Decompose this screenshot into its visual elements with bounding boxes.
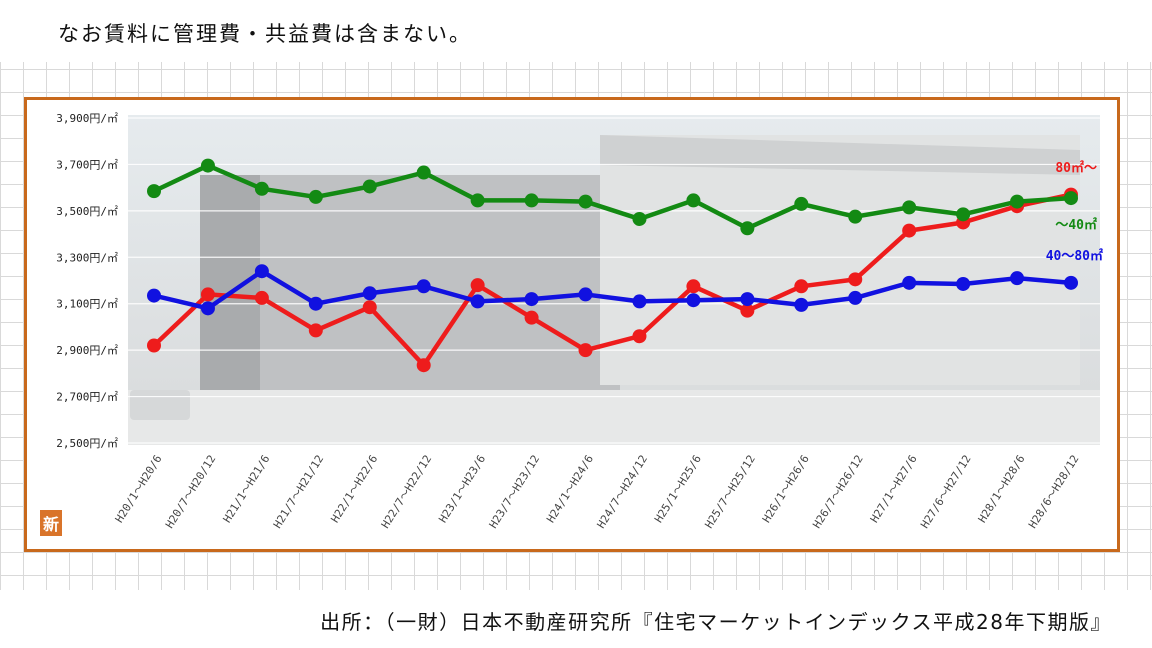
y-tick-label: 3,700円/㎡ (56, 158, 118, 171)
y-tick-label: 3,100円/㎡ (56, 298, 118, 311)
x-tick-label: H23/1～H23/6 (436, 453, 488, 525)
data-point-large (470, 278, 485, 293)
data-point-large (578, 343, 593, 358)
data-point-large (848, 272, 863, 287)
data-point-small (686, 193, 701, 208)
x-tick-label: H26/1～H26/6 (760, 453, 812, 525)
data-point-small (1064, 191, 1078, 206)
x-tick-label: H23/7～H23/12 (487, 453, 542, 531)
y-tick-label: 3,300円/㎡ (56, 251, 118, 264)
data-point-small (470, 193, 485, 208)
data-point-large (740, 303, 755, 318)
data-point-small (147, 184, 161, 199)
data-point-mid (416, 279, 431, 294)
data-point-large (308, 323, 323, 338)
data-point-small (308, 189, 323, 204)
y-axis-ticks: 2,500円/㎡ 2,700円/㎡ 2,900円/㎡ 3,100円/㎡ 3,300円/㎡… (56, 112, 118, 450)
header-band (0, 0, 1152, 62)
data-point-large (632, 329, 647, 344)
data-point-mid (1064, 275, 1078, 290)
series-lines (147, 158, 1078, 373)
new-badge: 新 (40, 510, 62, 536)
data-point-mid (524, 292, 539, 307)
data-point-small (254, 181, 269, 196)
data-point-mid (578, 287, 593, 302)
x-tick-label: H27/1～H27/6 (868, 453, 920, 525)
x-tick-label: H25/7～H25/12 (702, 453, 757, 531)
data-point-small (956, 207, 971, 222)
data-point-small (362, 179, 377, 194)
series-labels: 80㎡～ ～40㎡ 40～80㎡ (1046, 160, 1103, 264)
data-point-mid (848, 290, 863, 305)
data-point-large (362, 300, 377, 315)
series-line-large (152, 192, 1072, 368)
data-point-mid (200, 301, 215, 316)
footer-band (0, 590, 1152, 648)
data-point-small (1010, 194, 1025, 209)
data-point-large (147, 338, 161, 353)
data-point-small (200, 158, 215, 173)
x-tick-label: H20/7～H20/12 (163, 453, 218, 531)
data-point-mid (254, 264, 269, 279)
y-tick-label: 2,500円/㎡ (56, 437, 118, 450)
x-tick-label: H24/1～H24/6 (544, 453, 596, 525)
data-point-large (416, 358, 431, 373)
data-point-small (632, 211, 647, 226)
data-point-mid (362, 286, 377, 301)
data-point-large (794, 279, 809, 294)
y-tick-label: 3,900円/㎡ (56, 112, 118, 125)
data-point-mid (794, 297, 809, 312)
data-point-small (902, 200, 917, 215)
data-point-large (254, 290, 269, 305)
data-point-mid (308, 296, 323, 311)
data-point-large (686, 279, 701, 294)
series-line-small (153, 163, 1072, 231)
x-tick-label: H25/1～H25/6 (652, 453, 704, 525)
data-point-small (848, 209, 863, 224)
x-tick-label: H27/6～H27/12 (918, 453, 973, 531)
x-tick-label: H21/1～H21/6 (220, 453, 272, 525)
data-point-mid (1010, 271, 1025, 286)
data-point-mid (470, 294, 485, 309)
x-tick-label: H22/7～H22/12 (379, 453, 434, 531)
x-tick-label: H24/7～H24/12 (595, 453, 650, 531)
data-point-mid (902, 275, 917, 290)
series-line-mid (153, 268, 1072, 311)
y-tick-label: 2,900円/㎡ (56, 344, 118, 357)
data-point-mid (147, 288, 161, 303)
data-point-small (740, 221, 755, 236)
note-text: なお賃料に管理費・共益費は含まない。 (58, 22, 472, 46)
data-point-large (524, 310, 539, 325)
data-point-large (200, 287, 215, 302)
x-tick-label: H20/1～H20/6 (113, 453, 165, 525)
data-point-small (524, 193, 539, 208)
x-tick-label: H21/7～H21/12 (271, 453, 326, 531)
series-label-mid: 40～80㎡ (1046, 248, 1103, 264)
x-tick-label: H28/1～H28/6 (976, 453, 1028, 525)
x-tick-label: H22/1～H22/6 (328, 453, 380, 525)
y-tick-label: 2,700円/㎡ (56, 391, 118, 404)
data-point-mid (632, 294, 647, 309)
data-point-mid (956, 276, 971, 291)
grid-lines (128, 117, 1100, 444)
series-label-small: ～40㎡ (1055, 217, 1097, 233)
data-point-large (902, 223, 917, 238)
series-label-large: 80㎡～ (1055, 160, 1097, 176)
data-point-small (416, 165, 431, 180)
x-tick-label: H26/7～H26/12 (810, 453, 865, 531)
data-point-mid (740, 292, 755, 307)
data-point-small (578, 194, 593, 209)
data-point-small (794, 196, 809, 211)
source-text: 出所：（一財）日本不動産研究所『住宅マーケットインデックス平成28年下期版』 (320, 610, 1112, 634)
x-tick-label: H28/6～H28/12 (1026, 453, 1081, 531)
data-point-mid (686, 293, 701, 308)
y-tick-label: 3,500円/㎡ (56, 205, 118, 218)
